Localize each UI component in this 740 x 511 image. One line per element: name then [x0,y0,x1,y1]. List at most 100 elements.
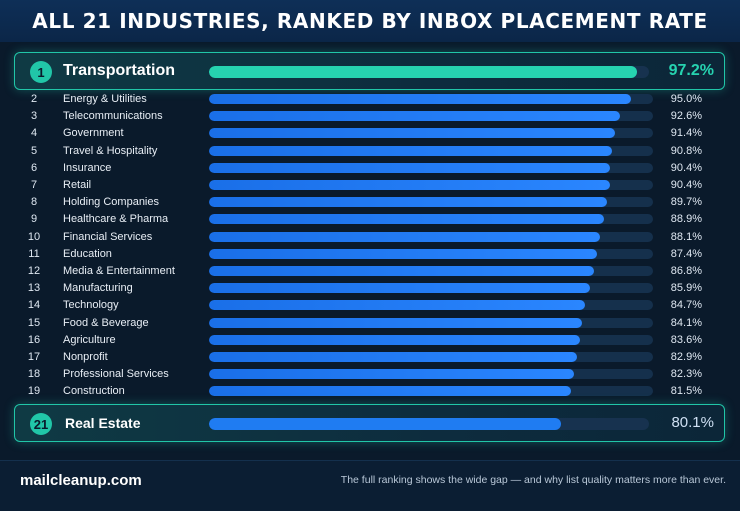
rank-number: 7 [30,179,38,191]
list-item: 14 Technology 84.7% [0,297,740,314]
rank-number: 13 [27,282,41,295]
bar [209,128,615,139]
list-item: 19 Construction 81.5% [0,383,740,400]
bar-track [209,128,653,139]
industry-label: Manufacturing [63,282,133,295]
bar [209,214,604,225]
bar [209,300,586,311]
bar [209,352,578,362]
bar [209,145,613,156]
highlight-bottom-row: 21 Real Estate 80.1% [14,404,725,442]
bar [209,386,571,397]
bar-track [209,145,653,156]
value-label: 83.6% [670,333,702,346]
list-item: 10 Financial Services 88.1% [0,229,740,246]
list-item: 15 Food & Beverage 84.1% [0,315,740,332]
industry-label: Healthcare & Pharma [63,213,169,226]
bar-track [209,180,653,190]
bar-track [209,162,653,173]
rank-number: 3 [30,110,38,123]
bar [209,94,631,104]
bar [209,369,575,380]
bar-track [209,418,649,430]
industry-label: Travel & Hospitality [63,144,158,157]
bar-track [209,317,653,328]
bar [209,231,601,242]
rank-number: 17 [27,351,41,363]
bar-track [209,214,653,225]
value-label: 82.9% [670,351,702,363]
bar [209,111,621,122]
bar-track [209,352,653,362]
bar-track [209,66,649,78]
industry-label: Education [63,247,112,260]
rank-badge: 1 [30,61,52,83]
list-item: 16 Agriculture 83.6% [0,332,740,349]
bar [209,197,608,208]
bar-track [209,94,653,104]
bar [209,317,583,328]
bar [209,180,611,190]
list-item: 6 Insurance 90.4% [0,160,740,177]
industry-label: Transportation [63,62,176,79]
bar-track [209,111,653,122]
value-label: 88.9% [670,213,702,226]
value-label: 80.1% [671,414,714,431]
industry-label: Retail [63,179,92,191]
rank-number: 11 [28,247,40,260]
value-label: 91.4% [670,127,702,140]
value-label: 92.6% [670,110,702,123]
bar-track [209,231,653,242]
highlight-top-row: 1 Transportation 97.2% [14,52,725,90]
rank-number: 15 [27,316,41,329]
value-label: 90.8% [670,144,702,157]
bar-track [209,369,653,380]
bar [209,283,591,294]
value-label: 82.3% [670,368,702,381]
industry-label: Energy & Utilities [63,93,147,105]
bar [209,66,637,78]
footer-tagline: The full ranking shows the wide gap — an… [340,474,726,486]
rank-number: 9 [30,213,38,226]
industry-label: Technology [63,299,119,312]
list-item: 8 Holding Companies 89.7% [0,194,740,211]
bar-track [209,300,653,311]
list-item: 12 Media & Entertainment 86.8% [0,263,740,280]
footer: mailcleanup.com The full ranking shows t… [0,460,740,511]
industry-label: Real Estate [65,415,141,431]
bar [209,334,581,345]
value-label: 87.4% [670,247,702,260]
value-label: 84.1% [670,316,702,329]
header-banner: ALL 21 INDUSTRIES, RANKED BY INBOX PLACE… [0,0,740,42]
ranking-chart: 1 Transportation 97.2% 2 Energy & Utilities 9… [0,42,740,460]
bar [209,266,595,276]
list-item: 13 Manufacturing 85.9% [0,280,740,297]
bar-track [209,197,653,208]
bar [209,248,598,259]
industry-label: Insurance [63,161,112,174]
industry-label: Media & Entertainment [63,265,175,277]
bar-track [209,248,653,259]
industry-label: Telecommunications [63,110,163,123]
value-label: 85.9% [670,282,702,295]
industry-label: Food & Beverage [63,316,149,329]
rank-number: 16 [27,333,41,346]
industry-label: Financial Services [63,230,153,243]
industry-label: Government [63,127,124,140]
list-item: 11 Education 87.4% [0,246,740,263]
list-item: 17 Nonprofit 82.9% [0,349,740,366]
list-item: 2 Energy & Utilities 95.0% [0,91,740,108]
list-item: 7 Retail 90.4% [0,177,740,194]
rank-number: 4 [30,127,38,140]
bar [209,418,562,430]
chart-title: ALL 21 INDUSTRIES, RANKED BY INBOX PLACE… [32,9,708,33]
value-label: 81.5% [670,385,702,398]
brand-link[interactable]: mailcleanup.com [20,472,142,489]
list-item: 9 Healthcare & Pharma 88.9% [0,211,740,228]
value-label: 88.1% [670,230,702,243]
rank-number: 14 [27,299,41,312]
value-label: 86.8% [670,265,702,277]
bar-track [209,283,653,294]
industry-label: Agriculture [63,333,116,346]
rank-number: 6 [30,161,38,174]
